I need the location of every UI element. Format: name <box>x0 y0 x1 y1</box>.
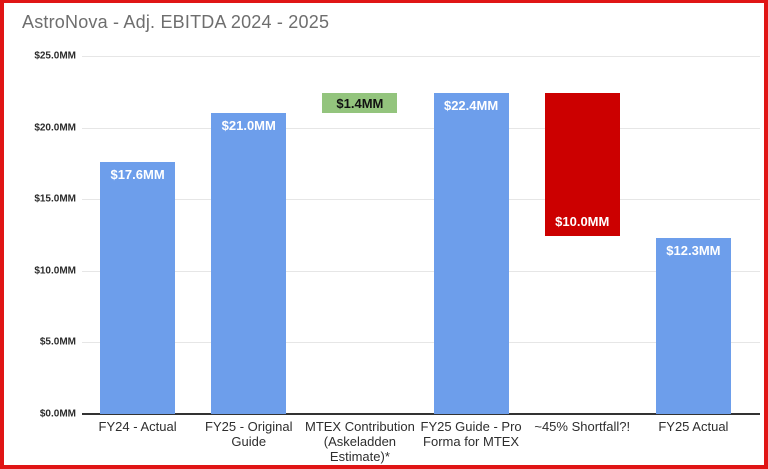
y-tick-label: $10.0MM <box>34 265 76 277</box>
y-tick-label: $20.0MM <box>34 122 76 134</box>
bar-value-label: $10.0MM <box>555 214 610 230</box>
y-tick-label: $0.0MM <box>39 408 76 420</box>
grid-line <box>82 199 760 201</box>
y-tick-label: $15.0MM <box>34 193 76 205</box>
grid-line <box>82 127 760 129</box>
y-tick-label: $25.0MM <box>34 50 76 62</box>
bar-value-label: $1.4MM <box>336 95 384 111</box>
bar-value-label: $12.3MM <box>666 242 721 258</box>
grid-line <box>82 270 760 272</box>
bar-5: $10.0MM <box>544 93 620 237</box>
y-tick-label: $5.0MM <box>39 336 76 348</box>
x-axis-line <box>82 413 760 415</box>
bar-6: $12.3MM <box>655 237 731 414</box>
bar-value-label: $22.4MM <box>443 98 499 114</box>
bar-4: $22.4MM <box>433 93 509 414</box>
bar-value-label: $17.6MM <box>110 166 165 182</box>
x-axis-label: FY25 Guide - Pro Forma for MTEX <box>420 419 522 449</box>
bar-1: $17.6MM <box>100 161 176 414</box>
x-axis-label: FY25 - Original Guide <box>205 419 293 449</box>
x-axis-label: FY25 Actual <box>658 419 729 434</box>
grid-line <box>82 342 760 344</box>
x-axis-label: ~45% Shortfall?! <box>534 419 631 434</box>
bar-value-label: $21.0MM <box>221 118 276 134</box>
x-axis-label: FY24 - Actual <box>98 419 177 434</box>
x-axis-label: MTEX Contribution (Askeladden Estimate)* <box>304 419 415 464</box>
bar-3: $1.4MM <box>322 93 398 114</box>
grid-line <box>82 56 760 57</box>
bar-2: $21.0MM <box>211 113 287 414</box>
chart-title: AstroNova - Adj. EBITDA 2024 - 2025 <box>22 12 330 32</box>
